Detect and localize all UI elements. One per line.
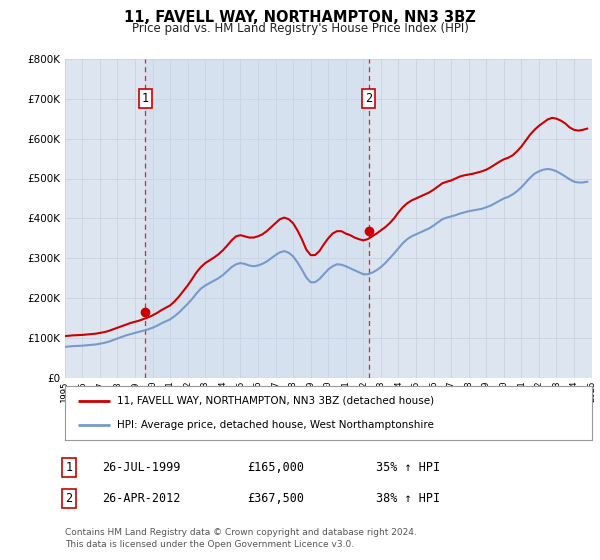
Text: Price paid vs. HM Land Registry's House Price Index (HPI): Price paid vs. HM Land Registry's House … xyxy=(131,22,469,35)
Text: Contains HM Land Registry data © Crown copyright and database right 2024.
This d: Contains HM Land Registry data © Crown c… xyxy=(65,528,416,549)
Text: 11, FAVELL WAY, NORTHAMPTON, NN3 3BZ (detached house): 11, FAVELL WAY, NORTHAMPTON, NN3 3BZ (de… xyxy=(118,396,434,406)
Text: 26-JUL-1999: 26-JUL-1999 xyxy=(102,461,180,474)
Text: 26-APR-2012: 26-APR-2012 xyxy=(102,492,180,505)
Text: 35% ↑ HPI: 35% ↑ HPI xyxy=(376,461,440,474)
Text: £367,500: £367,500 xyxy=(248,492,305,505)
Text: HPI: Average price, detached house, West Northamptonshire: HPI: Average price, detached house, West… xyxy=(118,420,434,430)
Text: 2: 2 xyxy=(365,92,373,105)
Text: 1: 1 xyxy=(65,461,73,474)
Bar xyxy=(145,59,369,378)
Text: £165,000: £165,000 xyxy=(248,461,305,474)
Text: 38% ↑ HPI: 38% ↑ HPI xyxy=(376,492,440,505)
Text: 11, FAVELL WAY, NORTHAMPTON, NN3 3BZ: 11, FAVELL WAY, NORTHAMPTON, NN3 3BZ xyxy=(124,10,476,25)
Text: 1: 1 xyxy=(142,92,149,105)
Text: 2: 2 xyxy=(65,492,73,505)
